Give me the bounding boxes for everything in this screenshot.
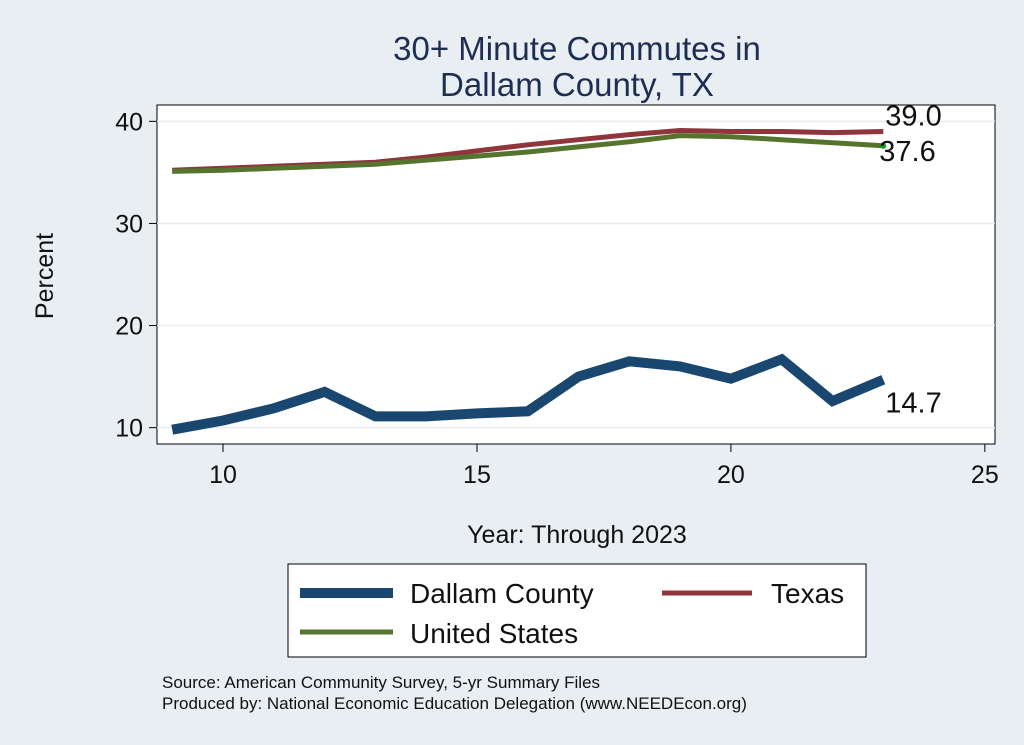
y-tick-label: 20 <box>115 313 143 341</box>
legend-box <box>287 563 867 658</box>
legend-label-united-states: United States <box>410 618 578 649</box>
chart-title-line-2: Dallam County, TX <box>440 66 714 103</box>
y-tick-label: 30 <box>115 210 143 238</box>
legend: Dallam County Texas United States <box>287 563 867 658</box>
y-tick-label: 10 <box>115 415 143 443</box>
end-label-united-states: 37.6 <box>879 136 935 168</box>
series-lines <box>171 127 886 435</box>
legend-label-dallam-county: Dallam County <box>410 578 594 609</box>
y-axis-title: Percent <box>31 233 59 319</box>
end-label-texas: 39.0 <box>885 101 941 133</box>
series-line-dallam-county <box>171 353 886 435</box>
x-axis-title: Year: Through 2023 <box>467 521 687 549</box>
producer-note: Produced by: National Economic Education… <box>162 694 747 713</box>
y-tick-label: 40 <box>115 108 143 136</box>
x-tick-label: 10 <box>209 461 237 489</box>
x-tick-label: 25 <box>971 461 999 489</box>
series-line-united-states <box>172 133 884 174</box>
end-labels: 14.7 39.037.6 <box>879 101 941 420</box>
legend-label-texas: Texas <box>771 578 844 609</box>
plot-area <box>156 104 996 445</box>
end-marker-united-states <box>880 142 887 149</box>
source-note: Source: American Community Survey, 5-yr … <box>162 673 600 692</box>
end-label-dallam-county: 14.7 <box>885 388 941 420</box>
x-tick-label: 20 <box>717 461 745 489</box>
chart-title-line-1: 30+ Minute Commutes in <box>393 30 761 67</box>
x-tick-label: 15 <box>463 461 491 489</box>
axes: 10 20 30 40 10 15 20 25 <box>115 108 999 489</box>
grid-lines <box>157 120 995 429</box>
